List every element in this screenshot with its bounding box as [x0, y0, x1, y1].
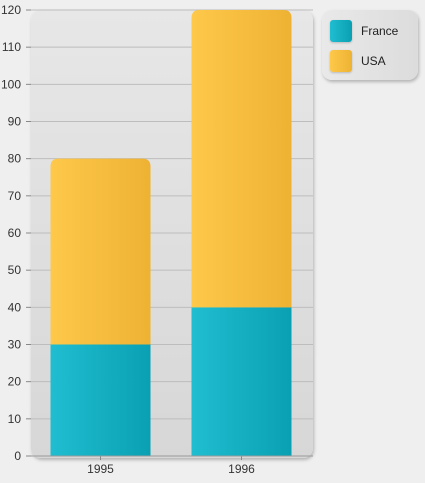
x-tick-label: 1996 [228, 462, 255, 476]
y-tick-label: 70 [8, 189, 22, 203]
legend-swatch-usa [330, 50, 352, 72]
legend-label-usa: USA [361, 54, 386, 68]
y-tick-label: 50 [8, 263, 22, 277]
bar-usa-1995[interactable] [50, 158, 151, 345]
y-tick-label: 90 [8, 115, 22, 129]
legend-swatch-france [330, 20, 352, 42]
bar-usa-1996[interactable] [191, 10, 292, 308]
x-tick-label: 1995 [87, 462, 114, 476]
bars [50, 10, 292, 457]
bar-france-1995[interactable] [50, 344, 151, 457]
y-tick-label: 40 [8, 300, 22, 314]
y-tick-label: 60 [8, 226, 22, 240]
y-tick-label: 80 [8, 152, 22, 166]
y-tick-label: 120 [1, 3, 21, 17]
y-tick-label: 100 [1, 77, 21, 91]
y-tick-label: 10 [8, 412, 22, 426]
y-tick-label: 110 [2, 40, 21, 54]
legend: France USA [322, 10, 418, 80]
legend-item-usa[interactable]: USA [330, 49, 386, 73]
x-axis: 1995 1996 [31, 455, 313, 476]
legend-item-france[interactable]: France [330, 19, 398, 43]
y-axis: 0 10 20 30 40 50 60 70 80 90 100 110 120 [1, 3, 31, 463]
y-tick-label: 20 [8, 375, 22, 389]
legend-label-france: France [361, 24, 399, 38]
bar-france-1996[interactable] [191, 307, 292, 456]
y-tick-label: 30 [8, 338, 22, 352]
y-tick-label: 0 [14, 449, 21, 463]
